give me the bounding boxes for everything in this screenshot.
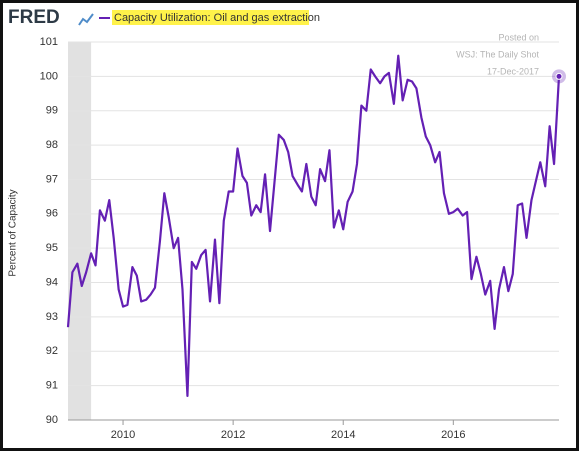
y-tick-label: 90 (46, 414, 58, 426)
y-tick-label: 93 (46, 311, 58, 323)
y-axis-label: Percent of Capacity (8, 189, 19, 276)
recession-band (68, 42, 92, 420)
y-tick-label: 100 (40, 70, 58, 82)
logo-icon (78, 13, 94, 26)
x-tick-label: 2010 (111, 429, 135, 441)
y-tick-label: 95 (46, 242, 58, 254)
y-tick-label: 92 (46, 345, 58, 357)
y-tick-label: 96 (46, 208, 58, 220)
x-tick-label: 2012 (221, 429, 245, 441)
data-line (66, 54, 561, 398)
title-highlight (112, 10, 309, 25)
hover-point (555, 72, 563, 80)
y-tick-label: 94 (46, 276, 58, 288)
y-tick-label: 97 (46, 173, 58, 185)
legend-label: Capacity Utilization: Oil and gas extrac… (114, 12, 320, 24)
watermark: Posted on (498, 32, 539, 42)
y-tick-label: 91 (46, 380, 58, 392)
logo: FRED (8, 7, 60, 28)
x-tick-label: 2014 (331, 429, 355, 441)
watermark: WSJ: The Daily Shot (456, 49, 539, 59)
y-tick-label: 98 (46, 139, 58, 151)
watermark: 17-Dec-2017 (487, 66, 539, 76)
y-tick-label: 101 (40, 36, 58, 48)
x-tick-label: 2016 (441, 429, 465, 441)
y-tick-label: 99 (46, 105, 58, 117)
chart: FRED Capacity Utilization: Oil and gas e… (8, 7, 566, 441)
